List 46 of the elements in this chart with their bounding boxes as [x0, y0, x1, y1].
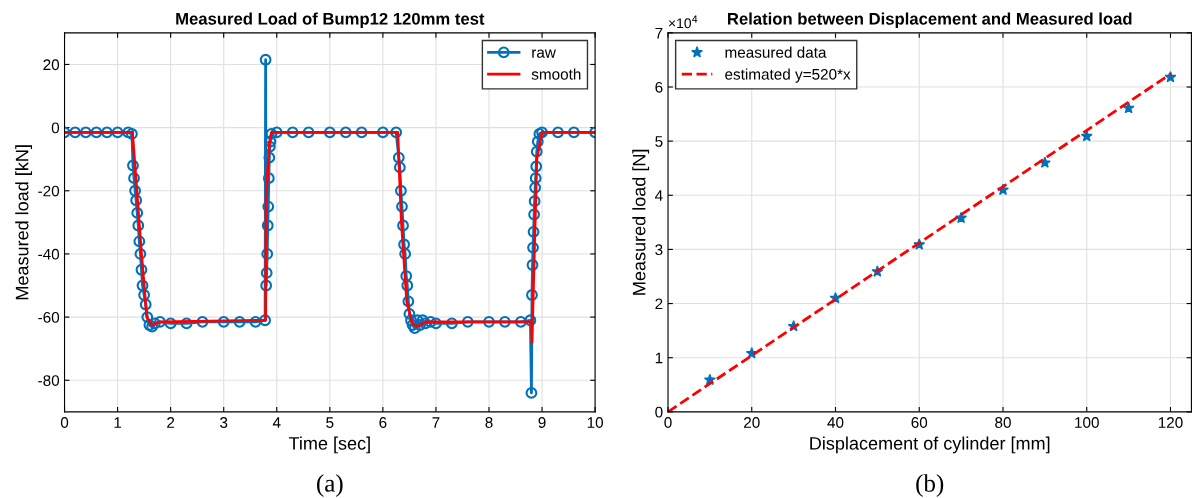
x-tick-label: 20 — [744, 417, 760, 428]
y-tick-label: 2 — [655, 298, 663, 310]
x-tick-label: 1 — [114, 417, 122, 428]
legend-label: measured data — [725, 46, 827, 58]
x-tick-label: 40 — [827, 417, 844, 428]
y-tick-label: -60 — [38, 311, 60, 323]
x-tick-label: 120 — [1158, 417, 1183, 428]
y-tick-label: -80 — [38, 375, 60, 386]
legend-label: raw — [532, 49, 556, 58]
y-tick-label: 6 — [655, 81, 663, 93]
x-tick-label: 6 — [379, 417, 387, 428]
chart-title: Relation between Displacement and Measured load — [728, 12, 1132, 28]
x-tick-label: 0 — [60, 417, 69, 428]
x-tick-label: 4 — [272, 417, 281, 428]
x-axis-title: Displacement of cylinder [mm] — [810, 436, 1050, 454]
chart-title: Measured Load of Bump12 120mm test — [176, 12, 485, 28]
y-tick-label: 0 — [51, 122, 60, 134]
legend-label: estimated y=520*x — [725, 68, 851, 83]
y-tick-label: 7 — [655, 27, 663, 39]
y-tick-label: 20 — [43, 59, 60, 71]
x-axis-title: Time [sec] — [288, 436, 370, 454]
x-tick-label: 10 — [587, 417, 604, 428]
legend-label: smooth — [531, 68, 581, 80]
x-tick-label: 100 — [1075, 417, 1099, 428]
text: (b) — [916, 474, 944, 497]
y-tick-label: 4 — [655, 190, 663, 201]
point — [1080, 130, 1093, 142]
y-tick-label: -20 — [38, 185, 60, 197]
y-axis-title: Measured load [kN] — [15, 145, 33, 300]
x-tick-label: 60 — [911, 417, 928, 428]
x-tick-label: 0 — [664, 417, 672, 428]
x-tick-label: 8 — [485, 417, 493, 428]
x-tick-label: 80 — [995, 417, 1011, 428]
text: (a) — [317, 474, 343, 497]
y-tick-label: 5 — [655, 136, 663, 147]
y-tick-label: 3 — [655, 244, 663, 256]
text: ×10$^{4}$ — [668, 15, 698, 29]
x-tick-label: 9 — [538, 417, 546, 428]
x-tick-label: 3 — [220, 417, 228, 428]
y-axis-title: Measured load [N] — [632, 149, 650, 295]
x-tick-label: 7 — [432, 417, 440, 428]
y-tick-label: 1 — [655, 352, 663, 364]
y-tick-label: 0 — [655, 406, 663, 418]
y-tick-label: -40 — [38, 248, 60, 260]
x-tick-label: 2 — [167, 417, 175, 428]
x-tick-label: 5 — [326, 417, 334, 428]
